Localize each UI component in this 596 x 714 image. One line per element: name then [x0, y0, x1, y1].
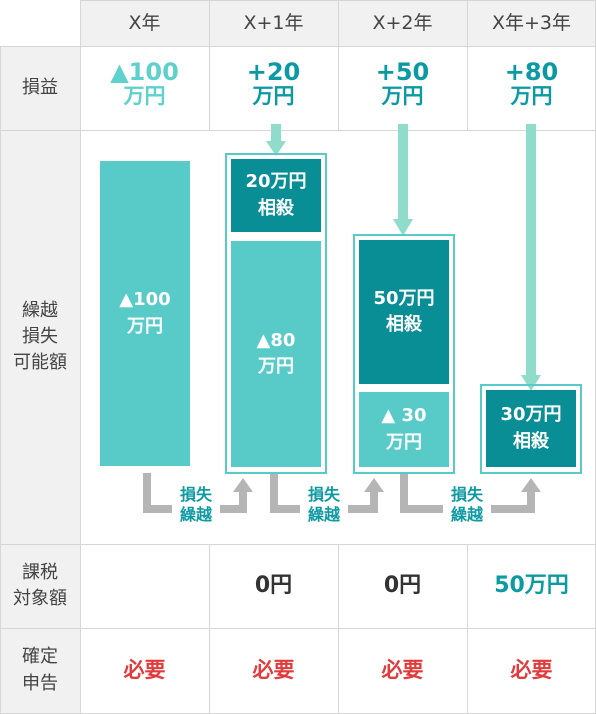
- carry-label-1: 損失 繰越: [172, 485, 220, 525]
- profit-loss-unit: 万円: [381, 84, 424, 109]
- grid-line: [0, 628, 596, 629]
- column-frame-x2: [353, 234, 455, 474]
- column-header-x2: X+2年: [372, 12, 433, 34]
- taxable-x3: 50万円: [494, 573, 569, 598]
- taxable-x1: 0円: [254, 573, 293, 598]
- down-arrow-x3: [521, 124, 541, 391]
- carry-arrowhead-3: [521, 478, 541, 492]
- profit-loss-x2: +50 万円: [338, 58, 467, 109]
- profit-loss-amount: +20: [246, 58, 301, 86]
- profit-loss-x: ▲100 万円: [80, 58, 209, 109]
- row-label-profit-loss: 損益: [22, 76, 58, 98]
- profit-loss-x3: +80 万円: [467, 58, 596, 109]
- taxable-x: [80, 544, 209, 628]
- grid-line: [0, 544, 596, 545]
- remaining-bar-x1: ▲80 万円: [231, 241, 321, 467]
- column-header-x: X年: [128, 12, 161, 34]
- profit-loss-amount: +50: [375, 58, 430, 86]
- grid-line: [0, 46, 596, 47]
- row-label-carryover: 繰越 損失 可能額: [13, 299, 67, 374]
- grid-line: [80, 0, 81, 714]
- grid-line: [209, 0, 210, 131]
- grid-line: [0, 130, 596, 131]
- profit-loss-unit: 万円: [510, 84, 553, 109]
- column-header-x3: X年+3年: [491, 12, 572, 34]
- filing-x2: 必要: [381, 658, 424, 682]
- filing-x: 必要: [123, 658, 166, 682]
- profit-loss-unit: 万円: [123, 84, 166, 109]
- row-label-filing: 確定 申告: [22, 646, 58, 694]
- column-frame-x3: [480, 384, 582, 474]
- profit-loss-unit: 万円: [252, 84, 295, 109]
- grid-line: [467, 544, 468, 714]
- down-arrow-x2: [393, 124, 413, 236]
- grid-line: [338, 544, 339, 714]
- grid-line: [467, 0, 468, 131]
- grid-line: [0, 46, 1, 714]
- carry-arrowhead-2: [364, 478, 384, 492]
- offset-bar-x2: 50万円 相殺: [359, 240, 449, 384]
- grid-line: [209, 544, 210, 714]
- profit-loss-amount: +80: [504, 58, 559, 86]
- row-label-taxable: 課税 対象額: [13, 561, 67, 609]
- grid-line: [338, 0, 339, 131]
- column-header-x1: X+1年: [243, 12, 304, 34]
- row-label-column-background: [0, 46, 80, 714]
- carry-arrowhead-1: [233, 478, 253, 492]
- carry-label-3: 損失 繰越: [443, 485, 491, 525]
- offset-bar-x3: 30万円 相殺: [486, 390, 576, 467]
- down-arrow-x1: [266, 124, 286, 156]
- filing-x1: 必要: [252, 658, 295, 682]
- remaining-bar-x2: ▲ 30 万円: [359, 392, 449, 467]
- offset-bar-x1: 20万円 相殺: [231, 159, 321, 232]
- filing-x3: 必要: [510, 658, 553, 682]
- taxable-x2: 0円: [383, 573, 422, 598]
- loss-bar-x: ▲100 万円: [100, 161, 190, 466]
- carry-label-2: 損失 繰越: [300, 485, 348, 525]
- profit-loss-amount: ▲100: [110, 58, 179, 86]
- column-frame-x1: [225, 153, 327, 474]
- profit-loss-x1: +20 万円: [209, 58, 338, 109]
